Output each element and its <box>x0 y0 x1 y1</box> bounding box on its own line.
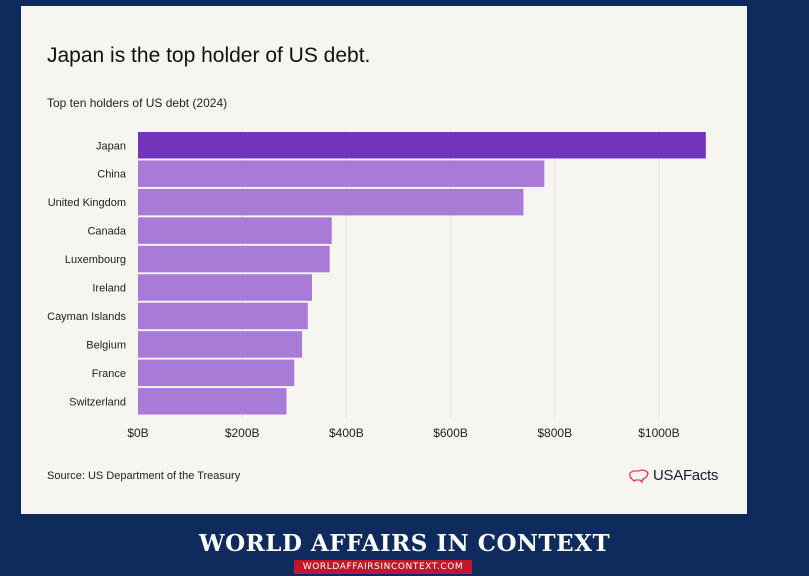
x-tick-label: $800B <box>537 426 572 440</box>
category-label: United Kingdom <box>48 197 126 209</box>
bar-chart: Japan China United Kingdom Canada Luxembourg… <box>47 128 706 440</box>
bar-luxembourg <box>138 245 330 273</box>
x-tick-label: $200B <box>225 426 260 440</box>
category-label: Ireland <box>92 283 126 295</box>
category-label: Canada <box>87 226 126 238</box>
bar-united-kingdom <box>138 188 524 216</box>
chart-title: Japan is the top holder of US debt. <box>47 44 371 67</box>
footer-title: WORLD AFFAIRS IN CONTEXT <box>198 530 611 557</box>
bar-canada <box>138 217 332 244</box>
bar-cayman-islands <box>138 302 308 330</box>
footer-url[interactable]: WORLDAFFAIRSINCONTEXT.COM <box>294 560 472 574</box>
x-tick-label: $1000B <box>638 426 679 440</box>
category-label: Switzerland <box>69 396 126 408</box>
x-tick-label: $600B <box>433 426 468 440</box>
bar-france <box>138 359 295 387</box>
bar-china <box>138 160 545 187</box>
category-labels: Japan China United Kingdom Canada Luxembourg… <box>47 140 127 408</box>
bar-belgium <box>138 331 303 358</box>
bar-ireland <box>138 274 312 301</box>
us-map-icon <box>629 468 649 483</box>
x-tick-label: $400B <box>329 426 364 440</box>
chart-card: Japan is the top holder of US debt. Top … <box>21 6 747 514</box>
source-note: Source: US Department of the Treasury <box>47 470 241 482</box>
x-tick-label: $0B <box>127 426 148 440</box>
category-label: Japan <box>96 140 126 152</box>
x-tick-labels: $0B $200B $400B $600B $800B $1000B <box>127 426 679 440</box>
brand-logo: USAFacts <box>629 467 718 484</box>
brand-name: USAFacts <box>653 467 719 484</box>
category-label: Belgium <box>86 339 126 351</box>
category-label: France <box>92 368 126 380</box>
category-label: Luxembourg <box>65 254 126 266</box>
category-label: Cayman Islands <box>47 311 126 323</box>
category-label: China <box>97 169 127 181</box>
bars <box>138 132 706 415</box>
chart-subtitle: Top ten holders of US debt (2024) <box>47 96 228 110</box>
bar-switzerland <box>138 388 287 415</box>
bar-japan <box>138 132 706 159</box>
